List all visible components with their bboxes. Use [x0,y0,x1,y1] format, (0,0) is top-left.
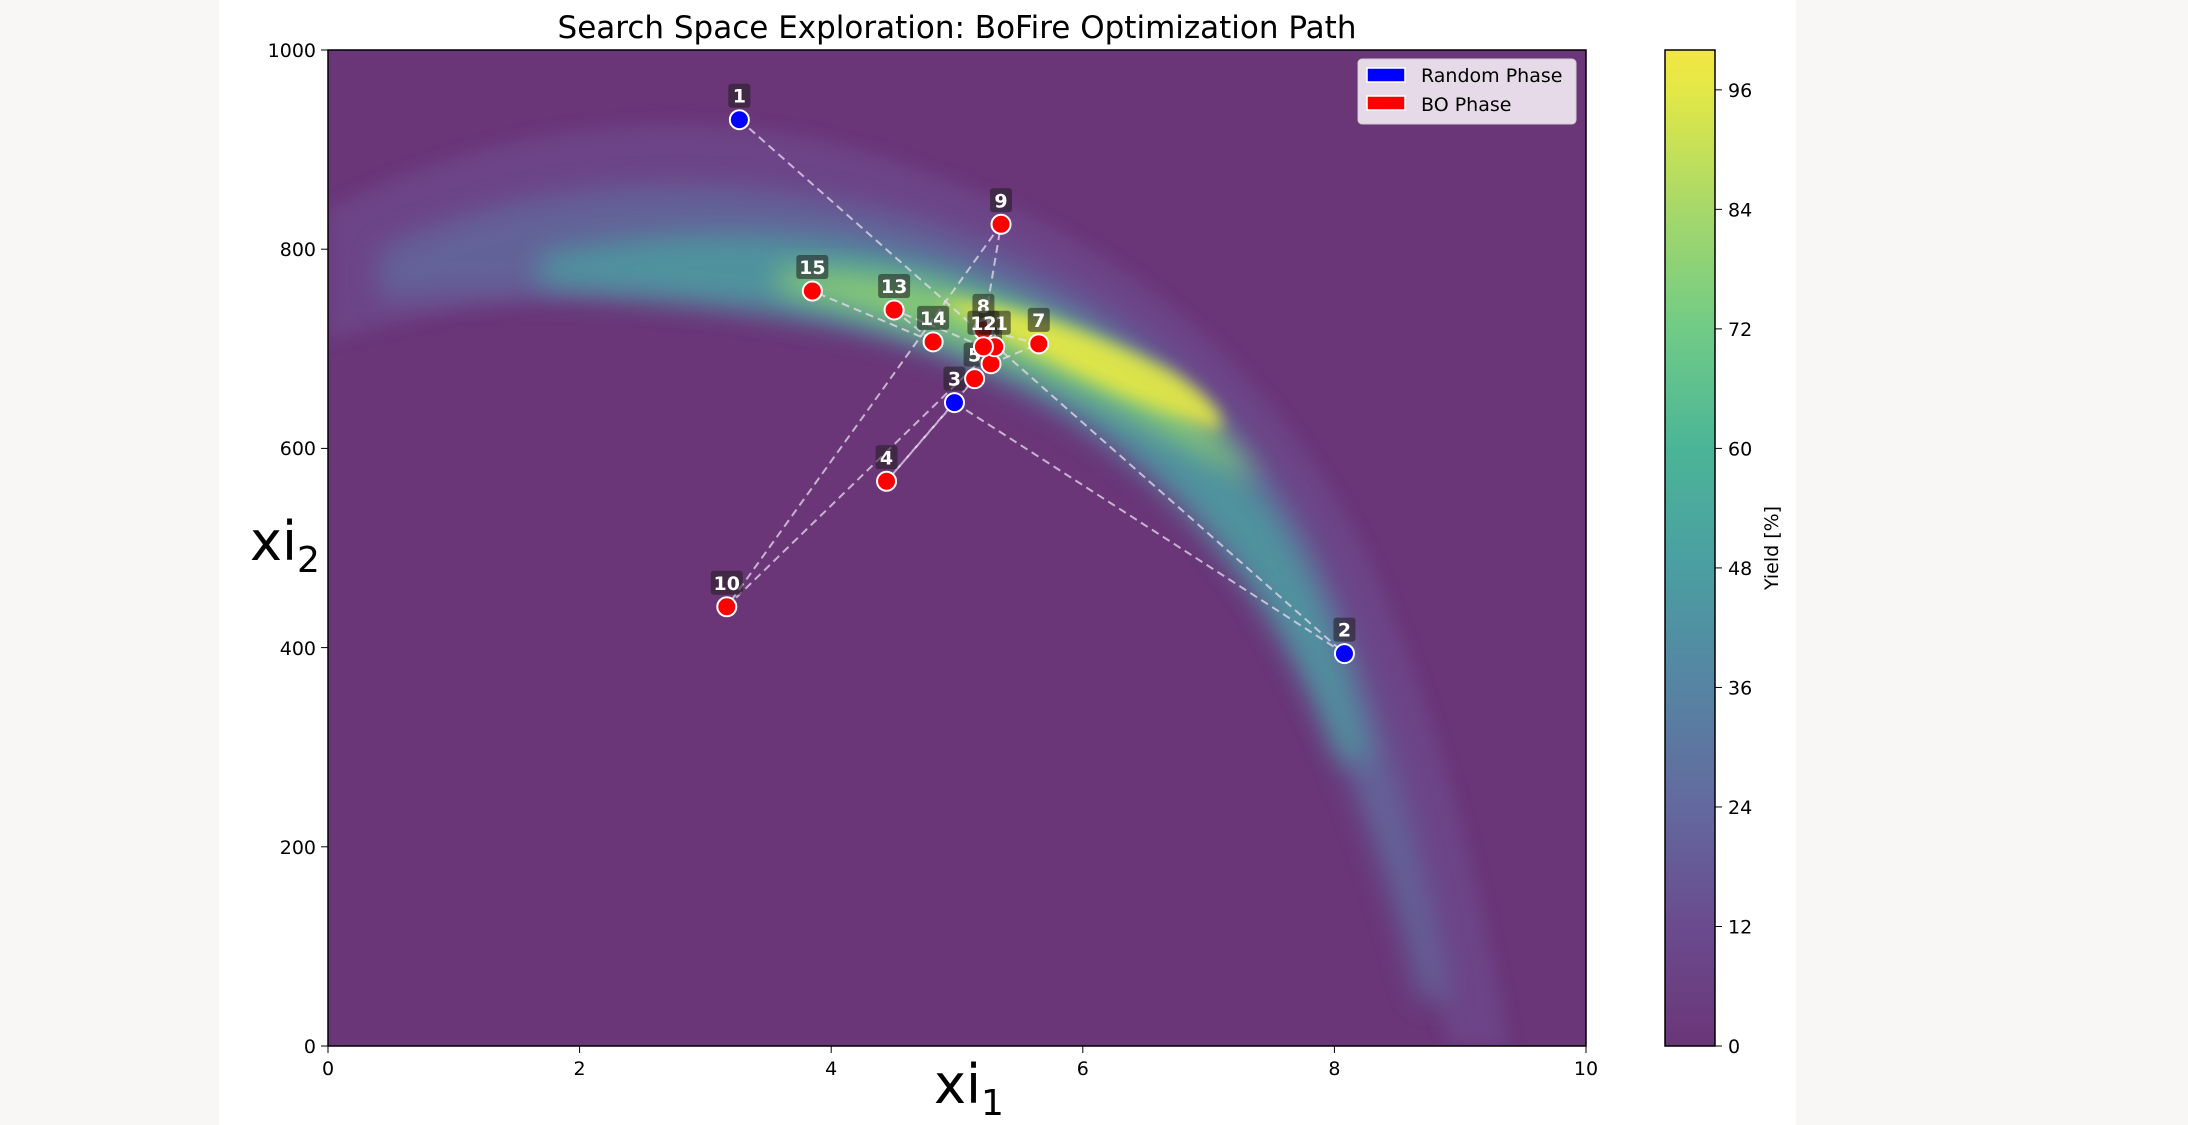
point-label-box [1333,617,1356,642]
x-tick-label: 2 [574,1058,586,1080]
path-segment [811,290,934,343]
bo-phase-marker[interactable] [876,470,898,492]
y-axis-label: xi [250,510,297,573]
data-point[interactable]: 1 [728,83,751,131]
legend-label-random: Random Phase [1421,65,1562,87]
path-segment [738,118,1346,655]
random-phase-marker[interactable] [728,109,750,131]
legend-swatch-bo [1366,95,1406,111]
bo-phase-marker[interactable] [972,336,994,358]
colorbar-tick-label: 12 [1728,916,1752,938]
path-segment [983,328,1040,345]
bo-phase-marker[interactable] [964,368,986,390]
random-phase-marker[interactable] [1333,643,1355,665]
x-tick-label: 4 [825,1058,837,1080]
point-label: 2 [1338,620,1351,642]
point-label-box [710,570,743,595]
x-axis-label-subscript: 1 [981,1083,1004,1124]
y-tick-label: 1000 [268,40,316,62]
point-label-box [796,255,829,280]
bo-phase-marker[interactable] [883,299,905,321]
y-tick-label: 800 [280,239,316,261]
legend: Random Phase BO Phase [1357,58,1577,125]
point-label: 9 [994,190,1007,212]
point-label-box [943,366,966,391]
colorbar-label: Yield [%] [1761,506,1783,591]
legend-swatch-random [1366,67,1406,83]
path-segment [893,309,984,348]
point-label: 4 [880,447,893,469]
x-axis-label: xi [934,1053,981,1116]
point-label: 7 [1032,310,1045,332]
figure: Search Space Exploration: BoFire Optimiz… [219,0,1796,1125]
data-point[interactable]: 13 [878,273,911,321]
point-label-box [878,273,911,298]
random-phase-marker[interactable] [943,392,965,414]
y-tick-label: 600 [280,438,316,460]
x-tick-label: 6 [1077,1058,1089,1080]
colorbar-tick-label: 36 [1728,677,1752,699]
legend-label-bo: BO Phase [1421,94,1511,116]
point-label-box [917,305,950,330]
path-segment [885,401,956,482]
colorbar-tick-label: 96 [1728,80,1752,102]
chart: Search Space Exploration: BoFire Optimiz… [250,10,1783,1124]
colorbar-tick-label: 24 [1728,797,1752,819]
data-point[interactable]: 10 [710,570,743,618]
x-tick-label: 10 [1574,1058,1598,1080]
point-label-box [875,445,898,470]
colorbar-tick-label: 72 [1728,319,1752,341]
point-label: 13 [881,276,907,298]
path-segment [885,378,976,482]
data-point[interactable]: 2 [1333,617,1356,665]
path-segment [726,346,996,608]
x-axis: 0 2 4 6 8 10 xi 1 [322,1046,1598,1124]
point-label: 1 [733,86,746,108]
y-axis-label-subscript: 2 [297,540,320,581]
data-point[interactable]: 3 [943,366,966,414]
data-point[interactable]: 4 [875,445,898,492]
data-point[interactable]: 9 [990,188,1013,235]
point-label-box [990,188,1013,213]
y-tick-label: 0 [304,1036,316,1058]
point-label: 14 [920,308,946,330]
x-tick-label: 8 [1328,1058,1340,1080]
data-point[interactable]: 15 [796,255,829,302]
data-point[interactable]: 7 [1027,307,1050,355]
point-label: 10 [714,573,740,595]
bo-phase-marker[interactable] [716,596,738,618]
point-label-box [1027,307,1050,332]
bo-phase-marker[interactable] [1028,333,1050,355]
colorbar-tick-label: 0 [1728,1036,1740,1058]
bo-phase-marker[interactable] [801,280,823,302]
chart-title: Search Space Exploration: BoFire Optimiz… [558,10,1357,46]
point-label-box [728,83,751,108]
colorbar-tick-label: 48 [1728,558,1752,580]
bo-phase-marker[interactable] [922,331,944,353]
data-point[interactable]: 12 [967,310,1000,358]
colorbar-tick-label: 84 [1728,199,1752,221]
contour-plot [328,50,1586,1046]
colorbar-tick-label: 60 [1728,438,1752,460]
data-points: 123456789101112131415 [710,83,1356,665]
point-label: 15 [799,257,825,279]
point-label-box [967,310,1000,335]
y-tick-label: 400 [280,638,316,660]
point-label: 3 [948,369,961,391]
path-segment [725,223,1002,608]
plot-frame [327,49,1587,1047]
x-tick-label: 0 [322,1058,334,1080]
y-tick-label: 200 [280,837,316,859]
point-label: 12 [970,313,996,335]
bo-phase-marker[interactable] [990,213,1012,235]
y-axis: 0 200 400 600 800 1000 xi 2 [250,40,328,1058]
colorbar: 0 12 24 36 48 60 72 84 96 Yield [%] [1664,49,1783,1058]
data-point[interactable]: 14 [917,305,950,353]
